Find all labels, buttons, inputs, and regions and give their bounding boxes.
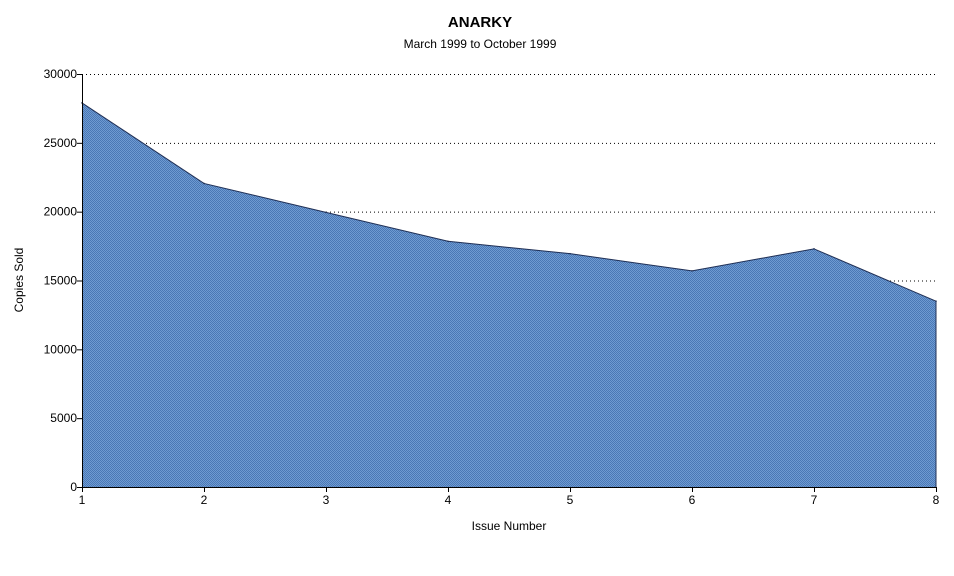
chart-title: ANARKY [448,14,512,31]
y-tick-label-20000: 20000 [44,205,78,219]
chart-subtitle: March 1999 to October 1999 [404,37,557,51]
data-point-5 [569,252,571,255]
y-axis-label: Copies Sold [12,248,26,313]
x-axis-ticks: 1 2 3 4 5 6 7 8 [79,487,940,507]
data-point-3 [325,211,327,214]
data-point-7 [813,248,815,250]
data-point-4 [447,240,449,243]
y-tick-label-5000: 5000 [50,411,77,425]
x-tick-label-5: 5 [567,493,574,507]
x-tick-label-6: 6 [689,493,696,507]
x-tick-label-7: 7 [811,493,818,507]
x-tick-label-2: 2 [201,493,208,507]
y-tick-label-30000: 30000 [44,67,78,81]
x-tick-label-8: 8 [933,493,940,507]
data-point-8 [935,300,937,302]
data-point-6 [691,270,693,272]
y-tick-label-25000: 25000 [44,136,78,150]
x-tick-label-1: 1 [79,493,86,507]
y-axis-ticks: 0 5000 10000 15000 20000 25000 30000 [44,67,82,494]
x-tick-label-3: 3 [323,493,330,507]
y-tick-label-15000: 15000 [44,274,78,288]
plot-area [81,102,937,487]
series-area-fill [82,102,936,487]
y-tick-label-0: 0 [70,480,77,494]
x-tick-label-4: 4 [445,493,452,507]
y-tick-label-10000: 10000 [44,342,78,356]
data-point-2 [203,182,205,185]
x-axis-label: Issue Number [472,519,547,533]
axes [82,74,937,488]
